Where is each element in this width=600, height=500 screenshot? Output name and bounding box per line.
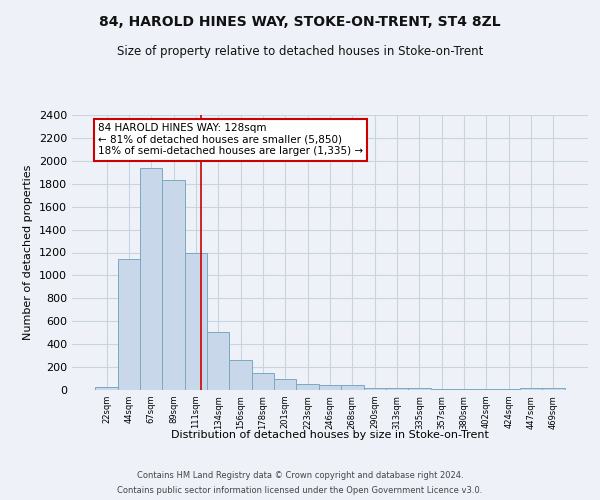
- Text: Contains HM Land Registry data © Crown copyright and database right 2024.: Contains HM Land Registry data © Crown c…: [137, 471, 463, 480]
- Bar: [207, 332, 229, 390]
- Bar: [542, 388, 565, 390]
- Bar: [140, 168, 163, 390]
- Bar: [408, 388, 431, 390]
- Bar: [364, 388, 386, 390]
- Text: Distribution of detached houses by size in Stoke-on-Trent: Distribution of detached houses by size …: [171, 430, 489, 440]
- Bar: [229, 360, 252, 390]
- Bar: [520, 388, 542, 390]
- Bar: [163, 180, 185, 390]
- Bar: [431, 389, 453, 390]
- Y-axis label: Number of detached properties: Number of detached properties: [23, 165, 34, 340]
- Bar: [386, 388, 408, 390]
- Text: 84, HAROLD HINES WAY, STOKE-ON-TRENT, ST4 8ZL: 84, HAROLD HINES WAY, STOKE-ON-TRENT, ST…: [99, 15, 501, 29]
- Text: Size of property relative to detached houses in Stoke-on-Trent: Size of property relative to detached ho…: [117, 45, 483, 58]
- Bar: [453, 389, 475, 390]
- Text: 84 HAROLD HINES WAY: 128sqm
← 81% of detached houses are smaller (5,850)
18% of : 84 HAROLD HINES WAY: 128sqm ← 81% of det…: [98, 123, 363, 156]
- Bar: [341, 386, 364, 390]
- Text: Contains public sector information licensed under the Open Government Licence v3: Contains public sector information licen…: [118, 486, 482, 495]
- Bar: [118, 260, 140, 390]
- Bar: [274, 379, 296, 390]
- Bar: [252, 373, 274, 390]
- Bar: [95, 386, 118, 390]
- Bar: [185, 252, 207, 390]
- Bar: [319, 386, 341, 390]
- Bar: [296, 384, 319, 390]
